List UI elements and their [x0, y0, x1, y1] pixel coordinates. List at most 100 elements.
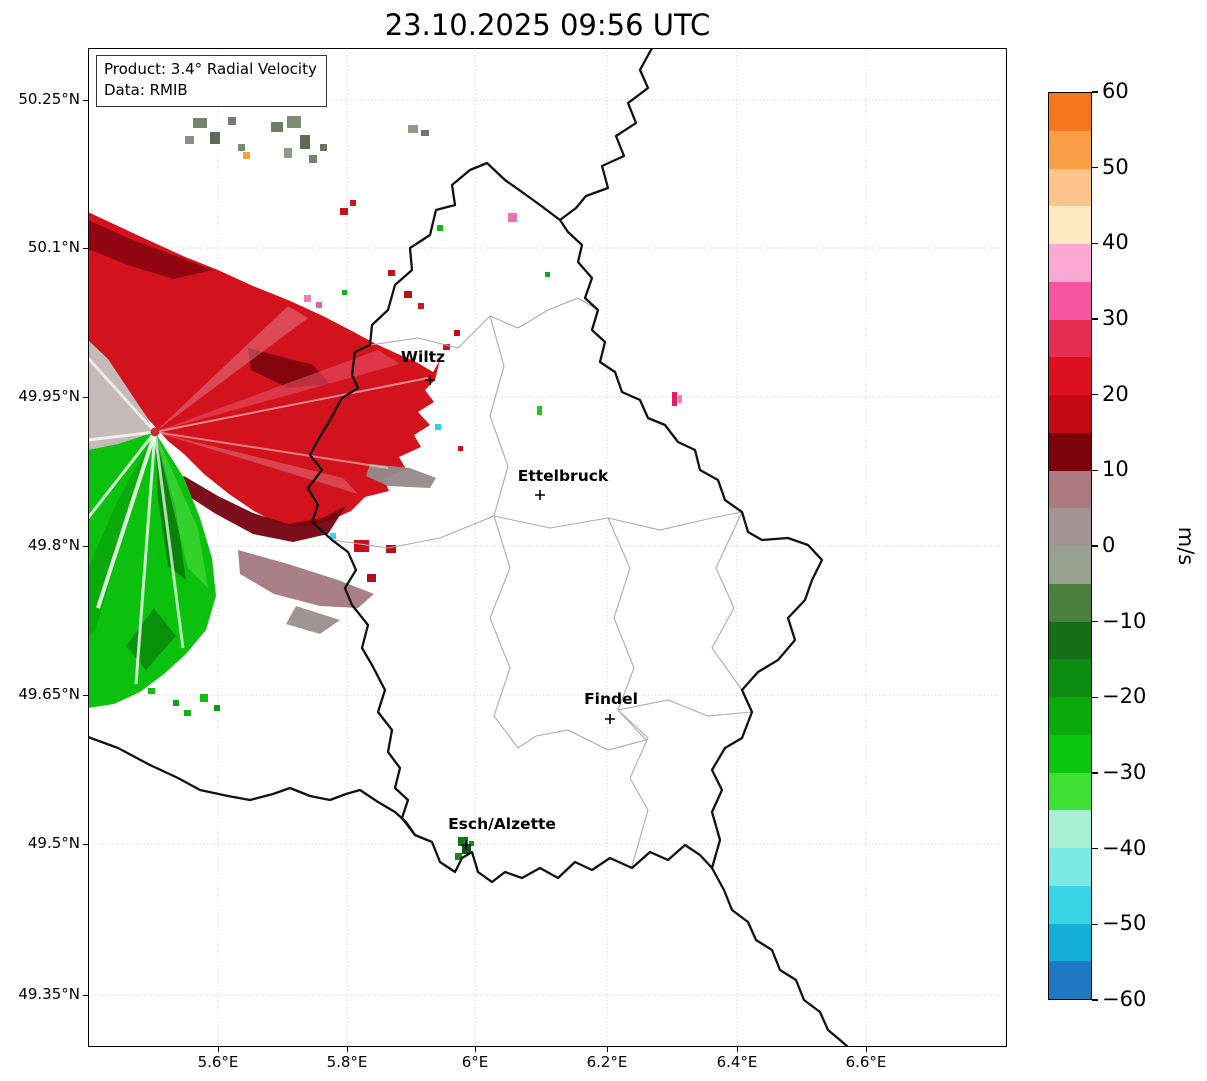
colorbar-tick-mark	[1092, 318, 1098, 320]
city-marker	[461, 840, 471, 850]
y-tick-mark	[83, 843, 88, 845]
colorbar-tick-label: 60	[1102, 79, 1129, 103]
colorbar-tick-mark	[1092, 91, 1098, 93]
y-tick-mark	[83, 694, 88, 696]
product-info-box: Product: 3.4° Radial Velocity Data: RMIB	[96, 55, 327, 107]
radar-speckle	[469, 841, 474, 846]
colorbar-segment	[1049, 659, 1091, 697]
colorbar-tick-mark	[1092, 242, 1098, 244]
city-labels-layer: Wiltz Ettelbruck Findel Esch/Alzette	[401, 348, 638, 850]
map-svg: Wiltz Ettelbruck Findel Esch/Alzette	[88, 48, 1007, 1047]
radar-speckle	[386, 545, 396, 553]
colorbar-tick-mark	[1092, 167, 1098, 169]
colorbar-segment	[1049, 961, 1091, 999]
y-tick-mark	[83, 994, 88, 996]
y-tick-label: 49.65°N	[18, 685, 80, 703]
y-tick-label: 49.5°N	[27, 834, 80, 852]
colorbar-tick-label: 10	[1102, 457, 1129, 482]
y-tick-mark	[83, 99, 88, 101]
x-tick-label: 5.6°E	[197, 1053, 239, 1071]
colorbar-tick-mark	[1092, 621, 1098, 623]
radar-speckle	[243, 152, 250, 159]
colorbar-tick-label: −30	[1102, 760, 1147, 784]
dark-red-lower-arc	[174, 476, 346, 542]
colorbar-tick-label: 30	[1102, 306, 1129, 330]
y-tick-label: 49.95°N	[18, 387, 80, 405]
colorbar-tick-mark	[1092, 469, 1098, 471]
colorbar-segment	[1049, 206, 1091, 244]
colorbar-tick-mark	[1092, 545, 1098, 547]
west-gray-fan	[88, 326, 155, 457]
belgium-france-border	[88, 735, 417, 837]
district-border	[369, 297, 599, 349]
x-tick-mark	[217, 1047, 219, 1052]
y-tick-label: 49.35°N	[18, 985, 80, 1003]
radar-speckle	[185, 136, 194, 144]
colorbar-segment	[1049, 357, 1091, 395]
colorbar-tick-label: 0	[1102, 533, 1116, 557]
city-marker	[425, 375, 435, 385]
city-label: Findel	[584, 690, 638, 708]
colorbar-tick-label: −60	[1102, 987, 1147, 1011]
light-green-streak	[155, 432, 208, 588]
colorbar-tick-label: 20	[1102, 381, 1129, 406]
colorbar-segment	[1049, 697, 1091, 735]
district-border	[489, 515, 648, 751]
beam-gap-streak	[88, 356, 157, 434]
map-plot-area: Wiltz Ettelbruck Findel Esch/Alzette	[88, 48, 1007, 1047]
y-tick-mark	[83, 545, 88, 547]
radar-speckle	[508, 213, 517, 222]
colorbar-segment	[1049, 244, 1091, 282]
radar-speckle	[340, 208, 348, 215]
radar-speckle	[184, 710, 191, 716]
radar-speckle	[309, 155, 317, 163]
colorbar-segment	[1049, 130, 1091, 169]
beam-gap-streak	[154, 377, 429, 433]
radar-speckle	[342, 290, 347, 295]
borders-layer	[88, 48, 850, 1047]
x-tick-label: 5.8°E	[326, 1053, 368, 1071]
beam-gap-streak	[153, 431, 185, 649]
colorbar-tick-mark	[1092, 923, 1098, 925]
radar-speckle	[320, 144, 327, 151]
radar-speckle	[330, 533, 336, 539]
colorbar-tick-label: 40	[1102, 230, 1129, 255]
y-tick-label: 50.25°N	[18, 90, 80, 108]
radar-speckle	[455, 853, 462, 860]
radar-speckle	[193, 118, 207, 128]
radar-speckle	[304, 295, 311, 302]
colorbar-segment	[1049, 395, 1091, 433]
colorbar-tick-label: −10	[1102, 608, 1147, 633]
x-tick-mark	[865, 1047, 867, 1052]
x-tick-label: 6.2°E	[586, 1053, 628, 1071]
radar-speckle	[316, 302, 322, 308]
luxembourg-border	[306, 161, 824, 884]
radar-speckle	[287, 116, 301, 128]
radar-speckle	[404, 291, 412, 298]
radar-speckle	[545, 272, 550, 277]
colorbar-segment	[1049, 810, 1091, 848]
colorbar-tick-label: 50	[1102, 154, 1129, 179]
y-tick-mark	[83, 247, 88, 249]
colorbar-segment	[1049, 621, 1091, 660]
radar-speckle	[173, 700, 179, 706]
radar-speckle	[454, 330, 460, 336]
city-label: Wiltz	[401, 348, 445, 366]
radar-speckle	[537, 406, 542, 415]
x-tick-label: 6.6°E	[845, 1053, 887, 1071]
city-label: Ettelbruck	[518, 467, 609, 485]
x-tick-mark	[736, 1047, 738, 1052]
colorbar-tick-mark	[1092, 394, 1098, 396]
colorbar-segment	[1049, 583, 1091, 622]
colorbar-segment	[1049, 772, 1091, 811]
radar-speckle	[388, 270, 395, 276]
radar-speckle	[210, 132, 220, 144]
colorbar-segment	[1049, 281, 1091, 320]
beam-gap-streak	[154, 431, 389, 469]
radar-speckle	[200, 694, 208, 702]
y-tick-mark	[83, 396, 88, 398]
colorbar	[1048, 92, 1092, 1000]
colorbar-segment	[1049, 848, 1091, 886]
dark-green-streak-1	[155, 432, 186, 580]
radar-speckle	[435, 424, 441, 430]
